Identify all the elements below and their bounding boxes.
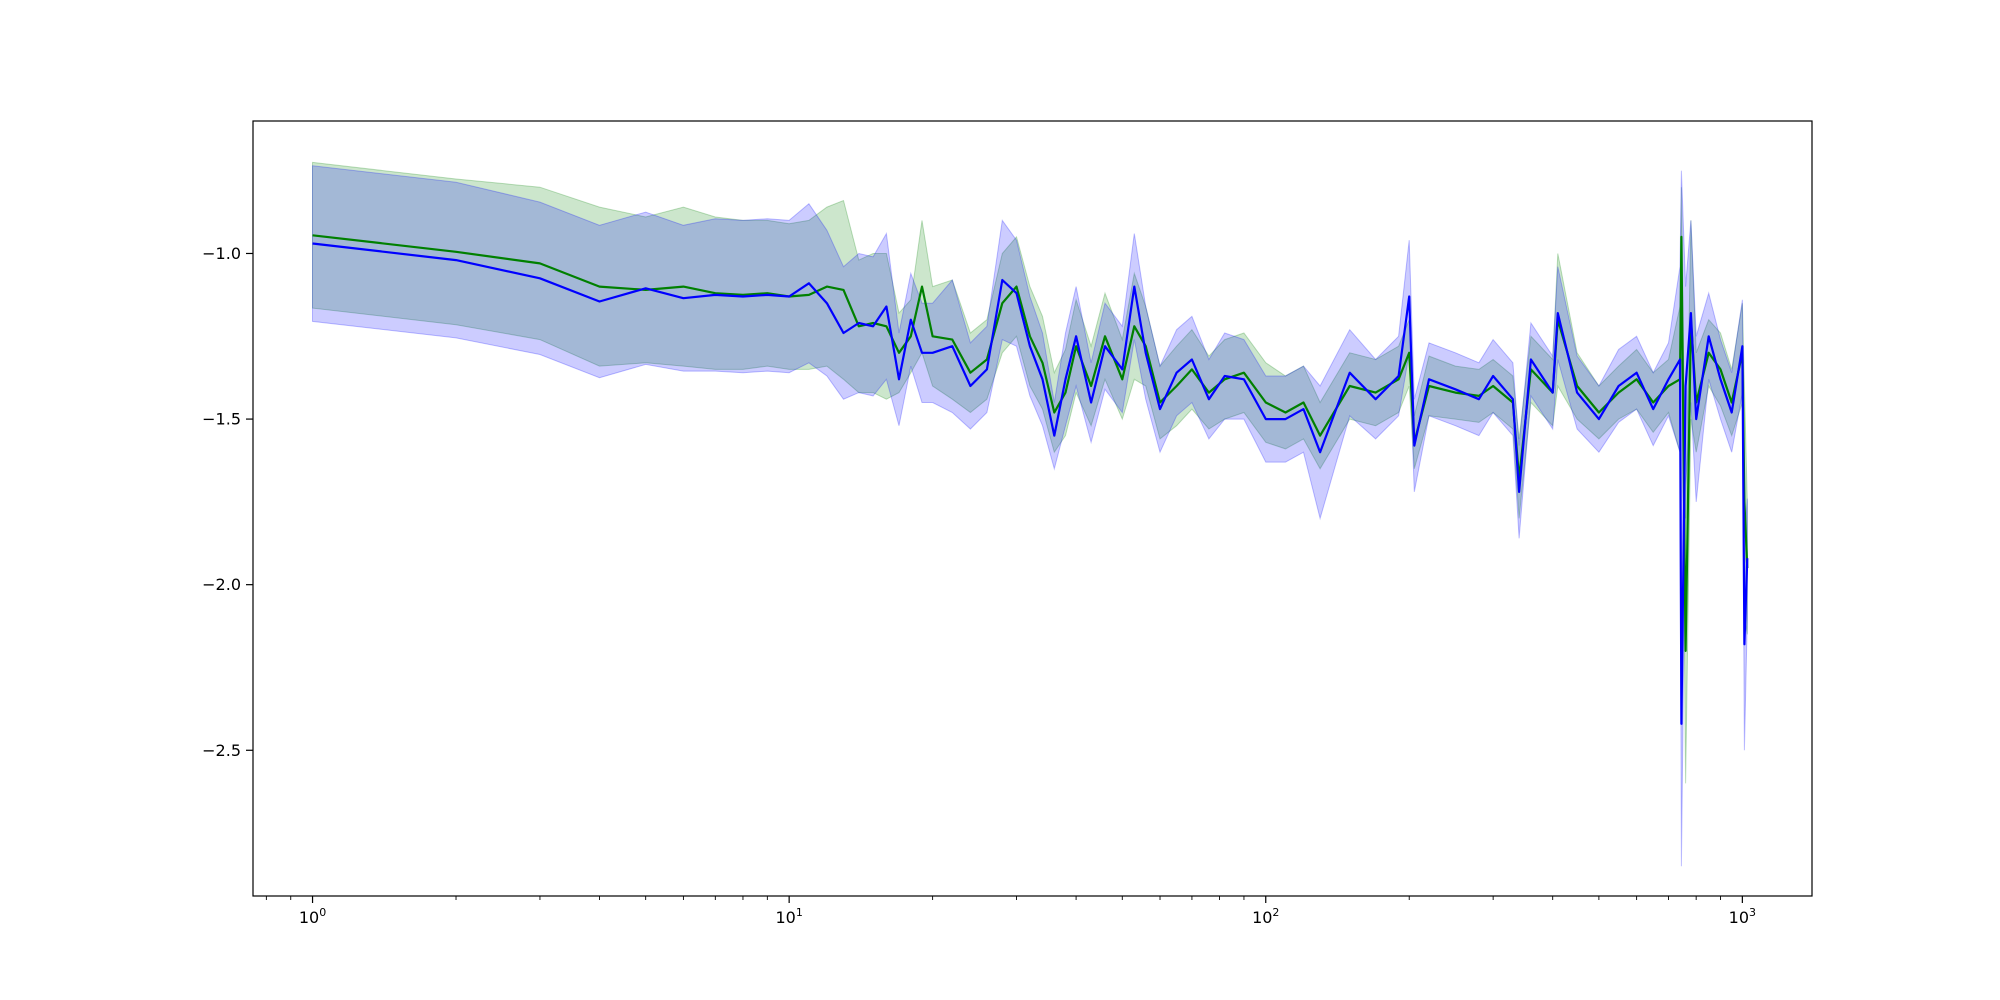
x-tick-label: 101 xyxy=(775,906,802,927)
y-tick-label: −2.5 xyxy=(202,741,241,760)
series-lines xyxy=(312,234,1749,725)
x-axis: 100 101 102 103 xyxy=(265,896,1756,927)
x-tick-label: 102 xyxy=(1252,906,1279,927)
y-tick-label: −1.5 xyxy=(202,410,241,429)
y-axis: −1.0 −1.5 −2.0 −2.5 xyxy=(202,244,253,760)
x-tick-label: 100 xyxy=(299,906,326,927)
series-2-line xyxy=(312,242,1749,725)
plot-frame xyxy=(252,120,1813,897)
y-tick-label: −2.0 xyxy=(202,575,241,594)
series-1-band xyxy=(312,161,1748,784)
series-2-band xyxy=(312,165,1748,867)
confidence-bands xyxy=(312,161,1748,867)
x-tick-label: 103 xyxy=(1729,906,1756,927)
y-tick-label: −1.0 xyxy=(202,244,241,263)
